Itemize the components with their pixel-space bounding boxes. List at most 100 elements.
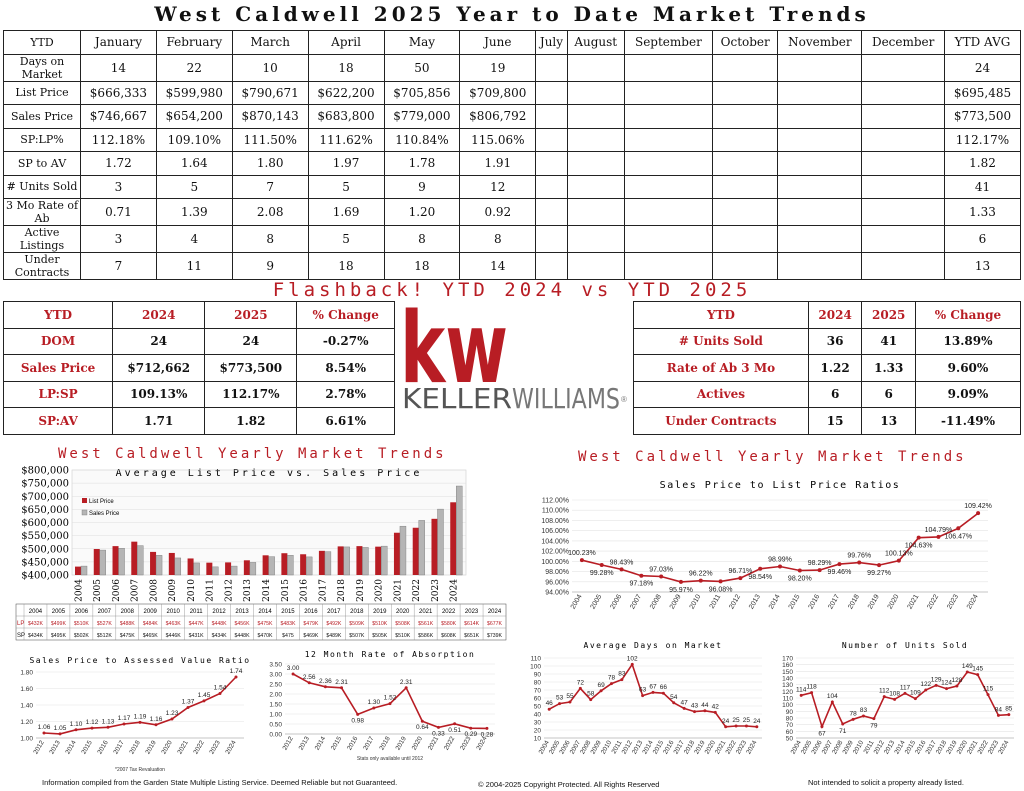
ytd-header-cell: YTD AVG bbox=[944, 30, 1021, 55]
y-tick-label: 90 bbox=[786, 709, 794, 716]
x-tick-label: 2022 bbox=[443, 735, 456, 751]
data-point bbox=[138, 720, 142, 724]
x-tick-label: 2023 bbox=[431, 579, 441, 602]
compare-cell: 1.82 bbox=[204, 407, 298, 435]
x-tick-label: 2004 bbox=[74, 579, 84, 602]
data-point bbox=[641, 694, 645, 698]
ytd-cell bbox=[623, 174, 714, 199]
compare-cell: -11.49% bbox=[915, 407, 1021, 435]
chart-title: Average Days on Market bbox=[584, 641, 723, 650]
ytd-header-cell: February bbox=[155, 30, 233, 55]
data-label: 149 bbox=[962, 663, 973, 670]
ytd-cell bbox=[777, 53, 863, 82]
registered-mark: ® bbox=[621, 395, 627, 404]
ytd-cell: 1.20 bbox=[383, 198, 461, 226]
data-point bbox=[589, 698, 593, 702]
price-table-cell: $475K bbox=[120, 633, 136, 639]
ytd-cell: $599,980 bbox=[155, 80, 233, 105]
y-tick-label: 70 bbox=[786, 722, 794, 729]
data-point bbox=[372, 706, 376, 710]
price-table-cell: $561K bbox=[418, 621, 434, 627]
y-tick-label: $450,000 bbox=[21, 557, 69, 568]
ytd-cell: 8 bbox=[383, 225, 461, 253]
data-label: 24 bbox=[722, 718, 730, 725]
ytd-cell: 8 bbox=[459, 225, 537, 253]
data-label: 102 bbox=[627, 655, 638, 662]
ytd-cell: $746,667 bbox=[80, 104, 157, 129]
price-table-year: 2004 bbox=[29, 609, 43, 615]
bar-list-price bbox=[337, 546, 344, 575]
data-point bbox=[799, 693, 803, 697]
data-label: 112 bbox=[879, 688, 890, 695]
y-tick-label: 60 bbox=[534, 696, 542, 703]
data-label: 118 bbox=[806, 684, 817, 691]
data-point bbox=[924, 688, 928, 692]
ytd-cell bbox=[535, 104, 568, 129]
compare-cell: 9.09% bbox=[915, 380, 1021, 408]
y-tick-label: $650,000 bbox=[21, 505, 69, 516]
data-label: 1.16 bbox=[150, 716, 163, 723]
y-tick-label: $500,000 bbox=[21, 544, 69, 555]
data-label: 1.10 bbox=[70, 721, 83, 728]
bar-list-price bbox=[93, 549, 100, 575]
ytd-cell: 18 bbox=[307, 53, 385, 82]
data-point bbox=[547, 707, 551, 711]
ytd-cell bbox=[535, 127, 568, 152]
footer-left: Information compiled from the Garden Sta… bbox=[42, 778, 398, 787]
bar-list-price bbox=[450, 502, 457, 575]
price-table-cell: $448K bbox=[235, 633, 251, 639]
ytd-cell bbox=[861, 198, 945, 226]
x-tick-label: 2021 bbox=[176, 739, 189, 755]
x-tick-label: 2023 bbox=[208, 739, 221, 755]
price-table-cell: $512K bbox=[97, 633, 113, 639]
x-tick-label: 2017 bbox=[827, 593, 841, 610]
bar-sales-price bbox=[118, 548, 125, 576]
ytd-row-label: SP to AV bbox=[3, 151, 81, 176]
price-table-cell: $507K bbox=[349, 633, 365, 639]
price-table-cell: $527K bbox=[97, 621, 113, 627]
ytd-cell: 8 bbox=[231, 225, 309, 253]
data-label: 1.45 bbox=[198, 692, 211, 699]
price-table-border bbox=[15, 603, 507, 641]
data-point bbox=[453, 722, 457, 726]
price-table-cell: $489K bbox=[326, 633, 342, 639]
ytd-header-cell: December bbox=[861, 30, 945, 55]
price-table-cell: $475 bbox=[282, 633, 294, 639]
footer-center: © 2004-2025 Copyright Protected. All Rig… bbox=[478, 780, 660, 789]
ytd-cell bbox=[712, 80, 779, 105]
y-tick-label: 30 bbox=[534, 720, 542, 727]
x-tick-label: 2024 bbox=[224, 739, 237, 755]
compare-cell: -0.27% bbox=[296, 327, 395, 355]
ytd-cell bbox=[566, 104, 625, 129]
price-table-cell: $479K bbox=[303, 621, 319, 627]
data-label: 99.28% bbox=[590, 570, 614, 577]
data-point bbox=[599, 563, 604, 568]
data-label: 114 bbox=[796, 686, 807, 693]
x-tick-label: 2008 bbox=[149, 579, 159, 602]
ytd-cell: $806,792 bbox=[459, 104, 537, 129]
data-point bbox=[420, 719, 424, 723]
data-point bbox=[861, 714, 865, 718]
data-point bbox=[291, 672, 295, 676]
ytd-row: Active Listings 3 4 8 5 8 8 6 bbox=[3, 225, 1021, 253]
y-tick-label: 104.00% bbox=[541, 538, 569, 545]
price-table-cell: $469K bbox=[303, 633, 319, 639]
avg-dom-chart: Average Days on Market 102030405060708090… bbox=[530, 641, 762, 756]
data-point bbox=[234, 675, 238, 679]
price-table-cell: $739K bbox=[487, 633, 503, 639]
data-label: 124 bbox=[941, 680, 952, 687]
ytd-cell bbox=[861, 252, 945, 280]
ytd-cell bbox=[623, 151, 714, 176]
ytd-cell bbox=[777, 151, 863, 176]
price-table-year: 2009 bbox=[144, 609, 158, 615]
ytd-cell: 7 bbox=[231, 174, 309, 199]
x-tick-label: 2020 bbox=[375, 579, 385, 602]
ytd-cell bbox=[777, 174, 863, 199]
ytd-table: YTD January February March April May June July A… bbox=[3, 30, 1021, 280]
y-tick-label: $550,000 bbox=[21, 531, 69, 542]
price-table-year: 2011 bbox=[190, 609, 204, 615]
price-table-year: 2024 bbox=[488, 609, 502, 615]
compare-cell: 2.78% bbox=[296, 380, 395, 408]
data-point bbox=[976, 511, 981, 516]
ytd-cell bbox=[712, 104, 779, 129]
